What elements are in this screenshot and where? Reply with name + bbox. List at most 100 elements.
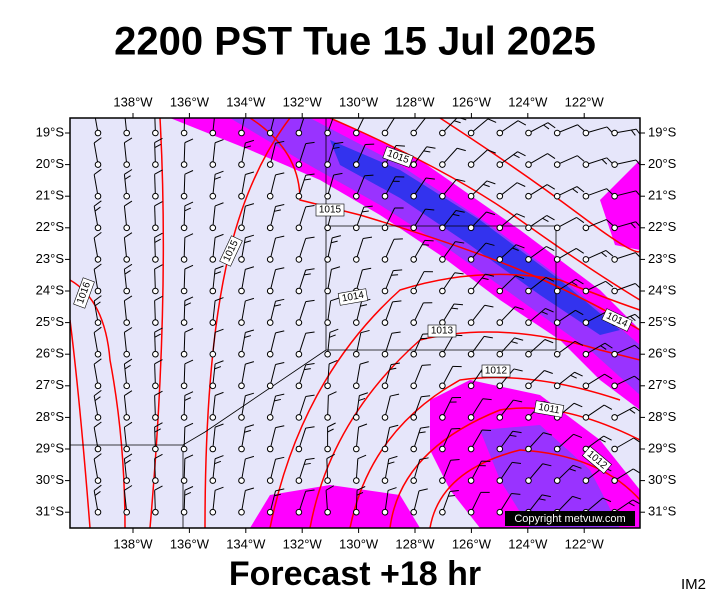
barb-staff [93,490,99,513]
wind-barb [123,485,133,516]
barb-staff [528,215,548,229]
barb-flag [305,205,315,208]
barb-station [381,508,389,516]
barb-flag [359,361,369,365]
barb-staff [325,490,329,513]
latitude-label: 26°S [36,346,65,361]
barb-station [324,414,331,421]
barb-flag [513,399,523,403]
wind-barb [209,328,224,358]
latitude-label: 27°S [36,377,65,392]
barb-staff [93,332,99,355]
barb-staff [212,332,216,355]
wind-barb [238,118,246,137]
barb-staff [355,238,364,260]
wind-barb [180,486,194,516]
barb-staff [298,238,307,260]
barb-staff [212,142,216,165]
barb-flag [214,202,224,207]
barb-station [266,192,274,200]
wind-barb [410,177,435,200]
barb-staff [298,333,307,355]
barb-station [266,129,274,137]
barb-station [123,287,130,295]
wind-barb [266,140,285,168]
barb-flag [600,345,607,350]
barb-flag [419,457,429,460]
barb-station [611,350,618,358]
barb-station [94,192,102,200]
barb-flag [275,204,285,207]
barb-station [525,445,532,453]
wind-barb [352,118,371,137]
barb-station [266,445,274,453]
barb-station [180,192,188,200]
barb-staff [327,118,336,134]
barb-flag [456,178,466,182]
barb-staff [585,404,605,418]
longitude-label: 128°W [395,536,435,551]
barb-flag [634,313,640,321]
barb-flag [245,139,255,144]
barb-flag [605,219,614,226]
barb-station [410,382,418,390]
wind-barb [266,362,285,390]
barb-staff [183,363,186,386]
barb-station [553,445,561,453]
barb-flag [214,139,224,144]
barb-flag [124,459,131,465]
barb-flag [93,484,102,491]
barb-flag [184,233,194,238]
barb-station [381,319,389,326]
wind-barb [439,428,461,453]
barb-staff [123,363,128,386]
barb-station [582,350,590,358]
barb-flag [274,304,281,307]
barb-station [381,256,389,263]
wind-barb [266,267,285,295]
barb-flag [93,137,102,144]
barb-staff [298,364,307,386]
barb-station [496,161,504,168]
barb-flag [154,143,161,149]
longitude-label: 132°W [283,94,323,109]
barb-flag [245,361,255,365]
latitude-label: 19°S [36,124,65,139]
isobar-label-box [337,288,369,306]
barb-flag [426,146,436,149]
barb-station [295,414,303,421]
barb-flag [422,244,429,246]
longitude-label: 134°W [226,94,266,109]
barb-flag [603,435,612,441]
wind-barb [152,232,163,263]
barb-staff [355,118,367,134]
barb-flag [184,138,194,144]
barb-station [238,287,245,295]
barb-station [152,287,159,295]
wind-barb [496,213,526,232]
barb-station [553,129,561,137]
wind-barb [410,208,435,232]
barb-station [496,319,504,326]
wind-barb [410,395,431,421]
barb-flag [451,428,461,430]
barb-staff [556,217,577,229]
barb-flag [577,124,585,132]
wind-barb [295,205,315,232]
barb-staff [212,174,216,197]
barb-staff [298,143,307,165]
barb-flag [184,486,194,491]
barb-flag [547,153,556,159]
barb-flag [184,328,194,333]
barb-staff [241,142,246,165]
wind-barb [180,422,194,453]
barb-station [209,192,217,200]
wind-barb [439,458,460,484]
barb-flag [387,487,397,491]
barb-staff [556,340,576,355]
barb-staff [384,239,395,260]
barb-station [324,129,331,137]
barb-station [209,350,217,358]
barb-staff [327,332,331,355]
